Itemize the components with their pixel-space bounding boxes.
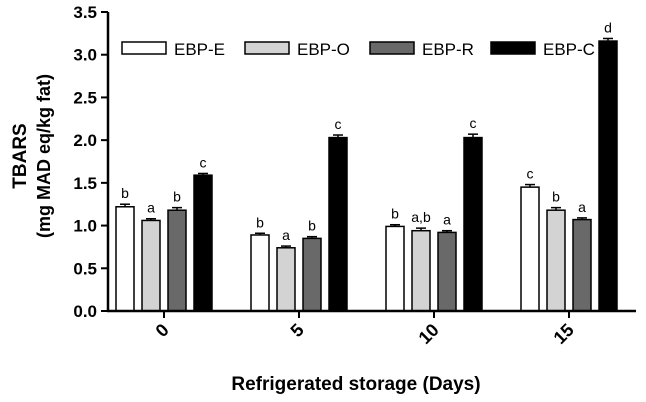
legend-label: EBP-R (422, 40, 474, 59)
legend-label: EBP-C (543, 40, 595, 59)
bar (115, 206, 135, 312)
x-tick-label: 15 (550, 320, 578, 348)
significance-label: c (200, 154, 207, 170)
legend-swatch (121, 41, 167, 55)
significance-label: b (552, 189, 560, 205)
bar (546, 209, 566, 312)
bar (598, 40, 618, 312)
significance-label: a (147, 200, 155, 216)
significance-label: a (443, 212, 451, 228)
significance-label: b (391, 206, 399, 222)
y-tick-label: 2.5 (73, 88, 97, 107)
bar (411, 229, 431, 312)
bar (437, 231, 457, 312)
significance-label: b (308, 218, 316, 234)
legend-swatch (490, 41, 536, 55)
x-tick-label: 10 (415, 320, 443, 348)
y-tick-label: 1.5 (73, 174, 97, 193)
bar (302, 237, 322, 312)
y-tick-label: 1.0 (73, 217, 97, 236)
x-tick-label: 0 (152, 320, 173, 341)
y-tick-label: 3.0 (73, 46, 97, 65)
legend-label: EBP-E (174, 40, 225, 59)
bar (572, 218, 592, 312)
bar (193, 174, 213, 312)
y-axis-title-line2: (mg MAD eq/kg fat) (34, 74, 54, 238)
bar (167, 209, 187, 312)
bar (276, 247, 296, 312)
significance-label: a,b (411, 209, 431, 225)
y-tick-label: 2.0 (73, 131, 97, 150)
legend: EBP-E EBP-O EBP-R EBP-C (121, 40, 595, 59)
x-axis-title: Refrigerated storage (Days) (231, 374, 480, 395)
bar (250, 234, 270, 312)
significance-label: c (527, 166, 534, 182)
significance-label: c (470, 115, 477, 131)
significance-label: d (604, 19, 612, 35)
legend-swatch (369, 41, 415, 55)
significance-label: b (121, 185, 129, 201)
chart-marks: b a b c b a b c b a,b a c c b a d (115, 19, 618, 312)
bar (385, 225, 405, 312)
legend-swatch (244, 41, 290, 55)
significance-label: b (256, 214, 264, 230)
y-tick-label: 0.0 (73, 302, 97, 321)
bar (328, 136, 348, 312)
y-tick-label: 3.5 (73, 3, 97, 22)
bar (463, 136, 483, 312)
y-axis-title-line1: TBARS (10, 123, 31, 188)
significance-label: a (578, 199, 586, 215)
bar (141, 219, 161, 312)
significance-label: c (335, 116, 342, 132)
x-tick-label: 5 (287, 320, 308, 341)
bar (520, 186, 540, 312)
significance-label: a (282, 227, 290, 243)
y-tick-label: 0.5 (73, 259, 97, 278)
significance-label: b (173, 189, 181, 205)
legend-label: EBP-O (297, 40, 350, 59)
